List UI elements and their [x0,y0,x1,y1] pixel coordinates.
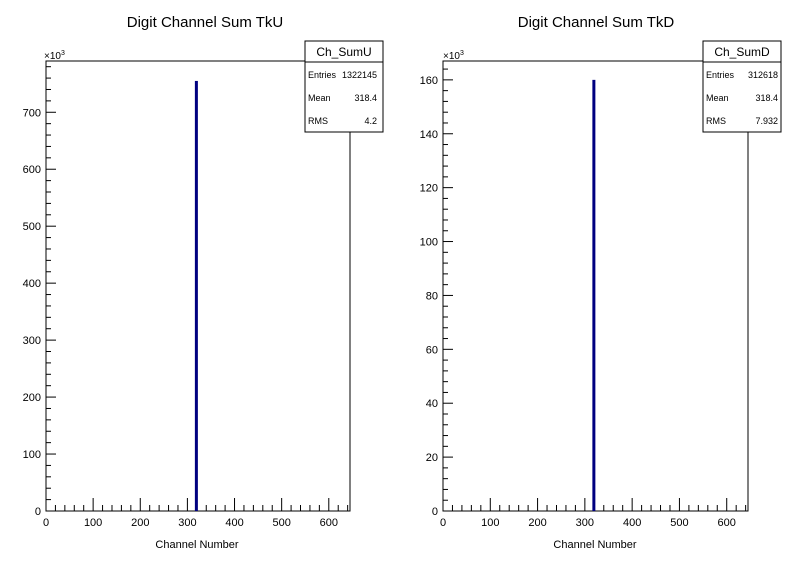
x-axis-label: Channel Number [155,539,238,551]
y-tick-label: 140 [420,129,438,141]
y-multiplier: ×103 [443,50,464,62]
stats-entries-label: Entries [706,70,735,80]
chart-title: Digit Channel Sum TkD [518,14,675,31]
stats-entries-value: 312618 [748,70,778,80]
stats-mean-label: Mean [706,93,729,103]
pad-tku: Digit Channel Sum TkU Channel Number ×10… [23,14,384,551]
y-multiplier-base: ×10 [44,51,61,62]
stats-rms-label: RMS [308,116,328,126]
stats-box: Ch_SumU Entries 1322145 Mean 318.4 RMS 4… [304,40,384,133]
stats-box-frame [702,40,782,133]
stats-mean-label: Mean [308,93,331,103]
stats-box-name: Ch_SumD [714,45,770,59]
x-tick-label: 200 [528,517,546,529]
y-tick-label: 0 [432,506,438,518]
y-tick-label: 500 [23,221,41,233]
y-tick-label: 80 [426,290,438,302]
y-tick-label: 100 [420,237,438,249]
x-tick-label: 500 [272,517,290,529]
y-tick-label: 300 [23,335,41,347]
stats-rms-value: 7.932 [755,116,778,126]
x-tick-label: 0 [440,517,446,529]
x-tick-label: 400 [623,517,641,529]
x-tick-label: 300 [178,517,196,529]
y-multiplier-exp: 3 [61,50,65,57]
x-tick-label: 600 [320,517,338,529]
x-tick-label: 100 [481,517,499,529]
plot-frame [45,60,351,512]
x-tick-label: 200 [131,517,149,529]
plot-area: 0 100 200 300 400 500 600 0 20 40 60 80 100 120 140 160 [420,60,749,529]
plot-area: 0 100 200 300 400 500 600 0 100 200 300 400 500 600 70… [23,60,351,529]
x-tick-label: 100 [84,517,102,529]
x-axis-label: Channel Number [553,539,636,551]
y-tick-label: 60 [426,344,438,356]
y-multiplier-base: ×10 [443,51,460,62]
stats-box: Ch_SumD Entries 312618 Mean 318.4 RMS 7.… [702,40,782,133]
histogram-bin [194,80,198,511]
x-tick-label: 0 [43,517,49,529]
stats-entries-label: Entries [308,70,337,80]
chart-title: Digit Channel Sum TkU [127,14,283,31]
y-tick-label: 200 [23,392,41,404]
stats-box-frame [304,40,384,133]
y-tick-label: 400 [23,278,41,290]
stats-mean-value: 318.4 [354,93,377,103]
stats-rms-label: RMS [706,116,726,126]
x-tick-label: 500 [670,517,688,529]
y-tick-label: 100 [23,449,41,461]
y-tick-label: 600 [23,164,41,176]
histogram-bin [592,79,596,511]
x-tick-label: 600 [718,517,736,529]
y-tick-label: 20 [426,452,438,464]
y-tick-label: 120 [420,183,438,195]
y-multiplier: ×103 [44,50,65,62]
x-tick-label: 400 [225,517,243,529]
stats-mean-value: 318.4 [755,93,778,103]
x-tick-label: 300 [576,517,594,529]
stats-box-name: Ch_SumU [316,45,371,59]
stats-entries-value: 1322145 [342,70,377,80]
y-multiplier-exp: 3 [460,50,464,57]
pad-tkd: Digit Channel Sum TkD Channel Number ×10… [420,14,782,551]
y-tick-label: 160 [420,75,438,87]
y-tick-label: 700 [23,107,41,119]
y-tick-label: 40 [426,398,438,410]
plot-frame [442,60,749,512]
stats-rms-value: 4.2 [364,116,377,126]
y-tick-label: 0 [35,506,41,518]
